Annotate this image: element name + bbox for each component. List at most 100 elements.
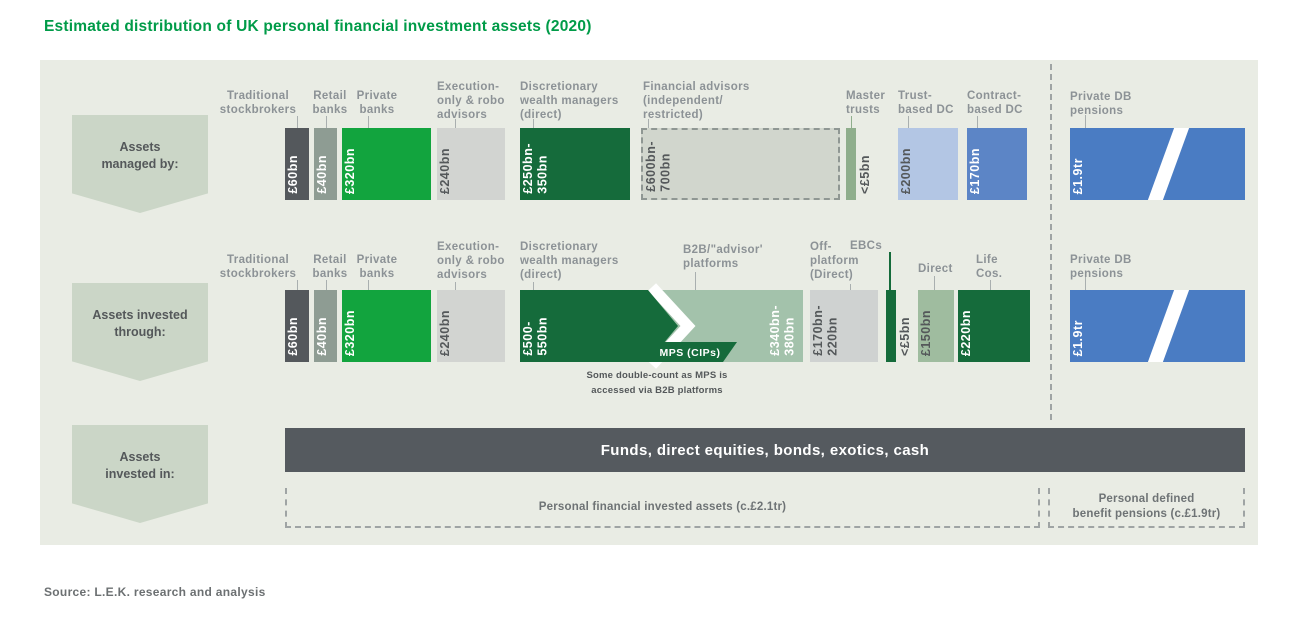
leader-line: [533, 282, 534, 290]
leader-line: [851, 116, 852, 128]
box-value: £320bn: [343, 147, 357, 194]
leader-line: [297, 280, 298, 290]
leader-line: [934, 276, 935, 290]
box-retail-banks-through: £40bn: [314, 290, 337, 362]
mps-strip: [642, 342, 737, 362]
leader-line: [990, 280, 991, 290]
mps-label: MPS (CIPs): [659, 347, 720, 359]
box-value: £60bn: [286, 317, 300, 356]
col-header-execution-only-robo-2: Execution- only & robo advisors: [437, 241, 505, 282]
dwm-to-b2b-flow-graphic: MPS (CIPs): [520, 283, 803, 369]
bracket-label: Personal financial invested assets (c.£2…: [538, 500, 787, 513]
box-financial-advisors-managed: £600bn- 700bn: [641, 128, 840, 200]
box-ebcs-value: <£5bn: [898, 290, 916, 362]
bracket-label: Personal defined benefit pensions (c.£1.…: [1072, 493, 1221, 520]
box-value: £500- 550bn: [521, 317, 550, 356]
box-value: £250bn- 350bn: [521, 143, 550, 194]
b2b-platforms-value: £340bn- 380bn: [758, 290, 800, 362]
box-value: £150bn: [919, 309, 933, 356]
leader-line: [695, 272, 696, 290]
col-header-financial-advisors: Financial advisors (independent/ restric…: [643, 81, 750, 122]
col-header-retail-banks-2: Retail banks: [312, 254, 348, 281]
leader-line: [908, 116, 909, 128]
box-value: £1.9tr: [1071, 319, 1085, 356]
dwm-arrow-box: [520, 290, 678, 362]
box-value: £320bn: [343, 309, 357, 356]
box-master-trusts-managed: [846, 128, 856, 200]
leader-line: [455, 119, 456, 128]
box-value: <£5bn: [898, 317, 912, 356]
box-value: £60bn: [286, 155, 300, 194]
col-header-private-db-pensions: Private DB pensions: [1070, 91, 1132, 118]
box-value: £340bn- 380bn: [768, 305, 797, 356]
col-header-private-banks: Private banks: [356, 90, 398, 117]
box-traditional-stockbrokers-managed: £60bn: [285, 128, 309, 200]
dwm-through-value: £500- 550bn: [520, 290, 580, 362]
source-note: Source: L.E.K. research and analysis: [44, 585, 266, 599]
leader-line: [326, 116, 327, 128]
break-slash: [1145, 128, 1192, 200]
break-slash: [1145, 290, 1192, 362]
col-header-traditional-stockbrokers: Traditional stockbrokers: [219, 90, 297, 117]
box-value: £220bn: [959, 309, 973, 356]
col-header-discretionary-wealth-managers-2: Discretionary wealth managers (direct): [520, 241, 619, 282]
box-value: £240bn: [438, 309, 452, 356]
box-private-db-pensions-through: £1.9tr: [1070, 290, 1245, 362]
box-direct: £150bn: [918, 290, 954, 362]
box-trust-based-dc-managed: £200bn: [898, 128, 958, 200]
box-off-platform-direct: £170bn- 220bn: [810, 290, 878, 362]
leader-line: [889, 252, 891, 290]
box-private-db-pensions-managed: £1.9tr: [1070, 128, 1245, 200]
col-header-contract-based-dc: Contract- based DC: [967, 90, 1023, 117]
box-private-banks-managed: £320bn: [342, 128, 431, 200]
col-header-b2b-advisor-platforms: B2B/"advisor' platforms: [683, 244, 763, 271]
assets-invested-in-label: Funds, direct equities, bonds, exotics, …: [600, 441, 930, 459]
box-ebcs: [886, 290, 896, 362]
leader-line: [648, 119, 649, 128]
leader-line: [455, 282, 456, 290]
assets-invested-in-bar: Funds, direct equities, bonds, exotics, …: [285, 428, 1245, 472]
box-life-cos: £220bn: [958, 290, 1030, 362]
leader-line: [850, 284, 851, 290]
leader-line: [533, 119, 534, 128]
col-header-direct: Direct: [918, 263, 953, 275]
double-count-note: Some double-count as MPS is accessed via…: [586, 370, 728, 397]
box-value: £40bn: [315, 317, 329, 356]
col-header-off-platform-direct: Off- platform (Direct): [810, 241, 859, 282]
box-execution-only-managed: £240bn: [437, 128, 505, 200]
col-header-traditional-stockbrokers-2: Traditional stockbrokers: [219, 254, 297, 281]
box-value: £170bn: [968, 147, 982, 194]
col-header-life-cos: Life Cos.: [976, 254, 1003, 281]
box-discretionary-wm-managed: £250bn- 350bn: [520, 128, 630, 200]
leader-line: [326, 280, 327, 290]
box-value: £1.9tr: [1071, 157, 1085, 194]
box-value: £600bn- 700bn: [644, 141, 673, 192]
box-retail-banks-managed: £40bn: [314, 128, 337, 200]
col-header-retail-banks: Retail banks: [312, 90, 348, 117]
box-contract-based-dc-managed: £170bn: [967, 128, 1027, 200]
col-header-private-banks-2: Private banks: [356, 254, 398, 281]
row-tag-assets-invested-through: Assets invested through:: [72, 283, 208, 381]
box-value: <£5bn: [858, 155, 872, 194]
box-value: £200bn: [899, 147, 913, 194]
leader-line: [1085, 115, 1086, 128]
leader-line: [1085, 277, 1086, 290]
box-execution-only-through: £240bn: [437, 290, 505, 362]
box-value: £40bn: [315, 155, 329, 194]
leader-line: [368, 116, 369, 128]
leader-line: [977, 116, 978, 128]
row-tag-assets-managed-by: Assets managed by:: [72, 115, 208, 213]
box-value: £240bn: [438, 147, 452, 194]
box-traditional-stockbrokers-through: £60bn: [285, 290, 309, 362]
col-header-private-db-pensions-2: Private DB pensions: [1070, 254, 1132, 281]
leader-line: [297, 116, 298, 128]
box-value: £170bn- 220bn: [811, 305, 840, 356]
col-header-discretionary-wealth-managers: Discretionary wealth managers (direct): [520, 81, 619, 122]
col-header-ebcs: EBCs: [850, 240, 883, 252]
col-header-master-trusts: Master trusts: [846, 90, 886, 117]
bracket-personal-db-pensions: Personal defined benefit pensions (c.£1.…: [1048, 488, 1245, 528]
page-title: Estimated distribution of UK personal fi…: [44, 18, 592, 35]
pensions-dashed-divider: [1050, 64, 1052, 420]
bracket-personal-financial-invested-assets: Personal financial invested assets (c.£2…: [285, 488, 1040, 528]
col-header-execution-only-robo: Execution- only & robo advisors: [437, 81, 505, 122]
